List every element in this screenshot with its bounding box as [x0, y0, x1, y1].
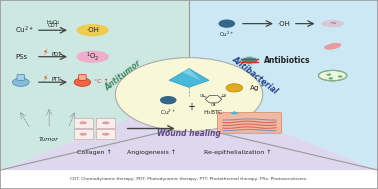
Text: CDT: Chemodynamic therapy; PDT: Photodynamic therapy; PTT: Photothermal therapy;: CDT: Chemodynamic therapy; PDT: Photodyn… [70, 177, 308, 181]
Ellipse shape [318, 70, 347, 81]
Text: CDT: CDT [48, 23, 58, 28]
Text: OH: OH [211, 103, 216, 108]
Text: Antibiotics: Antibiotics [264, 56, 311, 65]
Polygon shape [169, 69, 209, 87]
Text: Ag$^+$: Ag$^+$ [249, 82, 265, 94]
Circle shape [327, 74, 331, 76]
Text: Cu$^{2+}$: Cu$^{2+}$ [219, 29, 234, 39]
Text: Tumor: Tumor [39, 137, 59, 142]
Text: Wound healing: Wound healing [157, 129, 221, 138]
Text: Cu$^{2+}$: Cu$^{2+}$ [160, 107, 177, 117]
FancyBboxPatch shape [96, 118, 115, 128]
Text: PSs: PSs [15, 54, 27, 60]
Text: ~: ~ [329, 19, 336, 28]
Ellipse shape [102, 133, 110, 136]
Text: ·OH: ·OH [277, 21, 290, 27]
Text: PTT: PTT [52, 77, 62, 82]
FancyBboxPatch shape [74, 129, 93, 139]
Circle shape [328, 77, 333, 80]
Polygon shape [182, 69, 201, 80]
FancyBboxPatch shape [17, 74, 25, 80]
Circle shape [218, 19, 235, 28]
Text: °C ↑: °C ↑ [94, 79, 108, 84]
Ellipse shape [324, 43, 341, 50]
FancyBboxPatch shape [217, 112, 282, 133]
Ellipse shape [76, 24, 109, 36]
Text: Cu$^{2+}$: Cu$^{2+}$ [15, 25, 34, 36]
Circle shape [12, 78, 29, 86]
Ellipse shape [321, 20, 344, 27]
Text: Antitumor: Antitumor [103, 59, 143, 93]
Ellipse shape [79, 122, 87, 124]
Polygon shape [0, 94, 378, 170]
Polygon shape [189, 0, 378, 170]
Text: +: + [187, 102, 195, 112]
Ellipse shape [79, 133, 87, 136]
FancyBboxPatch shape [96, 129, 115, 139]
Circle shape [115, 58, 263, 131]
Text: Angiogenesis ↑: Angiogenesis ↑ [127, 149, 176, 155]
Circle shape [74, 78, 91, 86]
Text: Antibacterial: Antibacterial [231, 55, 280, 96]
Circle shape [160, 96, 177, 104]
Polygon shape [0, 0, 189, 170]
Text: H$_3$BTC: H$_3$BTC [203, 108, 224, 117]
FancyBboxPatch shape [74, 118, 93, 128]
FancyBboxPatch shape [79, 74, 86, 80]
Ellipse shape [241, 57, 258, 64]
Ellipse shape [76, 51, 109, 63]
Text: OH: OH [200, 94, 206, 98]
Text: OH: OH [222, 94, 227, 98]
Polygon shape [230, 111, 239, 115]
Text: Collagen ↑: Collagen ↑ [77, 149, 112, 155]
Circle shape [226, 84, 243, 92]
Text: Re-epithelialization ↑: Re-epithelialization ↑ [204, 149, 272, 155]
Text: PDT: PDT [51, 52, 62, 57]
Text: $^1$O$_2$: $^1$O$_2$ [86, 50, 99, 63]
Ellipse shape [102, 122, 110, 124]
Text: ·OH: ·OH [86, 27, 99, 33]
Circle shape [338, 75, 342, 78]
Text: ⚡: ⚡ [43, 47, 48, 57]
Text: ⚡: ⚡ [43, 73, 48, 82]
Text: H$_2$O$_2$: H$_2$O$_2$ [46, 18, 60, 26]
